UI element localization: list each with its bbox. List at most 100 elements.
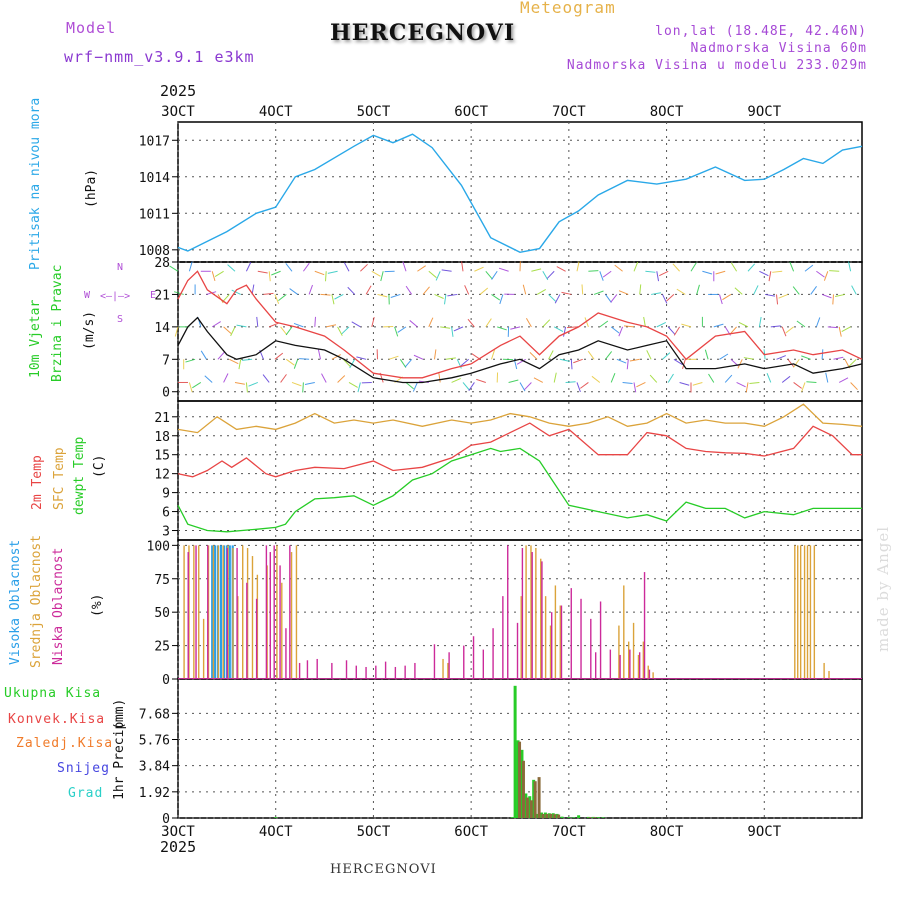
wind-arrow: [827, 326, 838, 329]
wind-arrow: [708, 373, 715, 383]
panel-frame-1: [177, 261, 863, 402]
precip-ylabel: 1hr Precip: [112, 721, 127, 800]
wind-arrow: [838, 326, 842, 337]
day-label-top: 9OCT: [747, 104, 781, 120]
wind-arrow: [702, 270, 713, 275]
wind-arrow: [618, 290, 629, 295]
y-tick-label: 18: [154, 430, 170, 445]
wind-arrow: [263, 292, 274, 295]
total-precip-bar: [601, 817, 605, 818]
wind-arrow: [269, 322, 279, 328]
wind-arrow: [736, 382, 746, 388]
y-tick-label: 1014: [139, 171, 170, 186]
wind-arrow: [662, 352, 671, 360]
wind-arrow: [491, 270, 498, 280]
wind-gust-line: [177, 270, 863, 379]
wind-arrow: [223, 326, 232, 334]
wind-arrow: [581, 284, 584, 295]
wind-arrow: [337, 326, 343, 336]
wind-arrow: [801, 355, 811, 360]
conv-precip-bar: [553, 814, 557, 818]
wind-arrow: [793, 382, 802, 389]
wind-arrow: [605, 351, 613, 360]
cloud-unit: (%): [90, 593, 105, 617]
wind-arrow: [546, 270, 555, 279]
wind-arrow: [588, 270, 599, 272]
wind-arrow: [360, 263, 368, 272]
wind-arrow: [485, 318, 492, 328]
day-label-top: 8OCT: [650, 104, 684, 120]
conv-precip-bar: [521, 760, 525, 818]
wind-arrow: [428, 317, 434, 328]
wind-arrow: [696, 284, 700, 295]
compass-e: E: [150, 290, 157, 301]
wind-arrow: [285, 263, 293, 272]
y-tick-label: 0: [162, 386, 170, 401]
wind-arrow: [753, 285, 759, 295]
wind-arrow: [666, 294, 675, 302]
temp-unit: (C): [92, 454, 107, 478]
wind-arrow: [825, 372, 829, 383]
wind-arrow: [380, 271, 384, 282]
wind-arrow: [645, 270, 656, 273]
wind-arrow: [573, 358, 583, 364]
wind-arrow: [417, 265, 426, 272]
total-precip-bar: [596, 817, 600, 818]
day-label-bottom: 8OCT: [650, 824, 684, 840]
wind-arrow: [649, 374, 658, 383]
altitude-info: Nadmorska Visina 60m: [690, 41, 867, 56]
wind-arrow: [211, 271, 216, 282]
wind-arrow: [519, 382, 526, 392]
y-tick-label: 21: [154, 411, 170, 426]
wind-arrow: [326, 324, 337, 328]
wind-arrow: [365, 285, 372, 295]
wind-arrow: [371, 270, 381, 277]
y-tick-label: 7: [162, 353, 170, 368]
wind-arrow: [587, 350, 595, 360]
total-precip-bar: [577, 815, 581, 818]
conv-precip-bar: [525, 797, 529, 818]
wind-arrow: [833, 356, 844, 360]
lonlat-info: lon,lat (18.48E, 42.46N): [655, 24, 867, 39]
wind-arrow: [749, 381, 760, 385]
wind-arrow: [622, 381, 633, 385]
temp-ylabel: 2m Temp: [30, 455, 45, 510]
wind-arrow: [204, 375, 213, 383]
wind-arrow: [821, 349, 824, 360]
wind-arrow: [413, 354, 424, 360]
wind-arrow: [618, 326, 624, 337]
temp-2m-line: [177, 422, 862, 478]
wind-arrow: [533, 377, 544, 383]
wind-arrow: [656, 322, 667, 328]
wind-arrow: [633, 261, 639, 272]
wind-arrow: [776, 294, 779, 305]
wind-arrow: [293, 322, 304, 328]
total-precip-bar: [567, 817, 571, 818]
wind-arrow: [256, 316, 259, 327]
y-tick-label: 1008: [139, 244, 170, 259]
wind-arrow: [320, 293, 331, 296]
wind-arrow: [371, 317, 375, 327]
conv-precip-bar: [549, 813, 553, 818]
legend-hail: Grad: [68, 786, 104, 801]
model-name: wrf−nmm_v3.9.1 e3km: [64, 48, 255, 66]
wind-arrow: [169, 265, 179, 272]
wind-arrow: [787, 358, 795, 368]
wind-arrow: [453, 326, 464, 332]
day-label-bottom: 9OCT: [747, 824, 781, 840]
wind-arrow: [434, 349, 437, 360]
total-precip-bar: [560, 816, 564, 818]
wind-arrow: [474, 266, 484, 272]
wind-arrow: [781, 375, 791, 383]
wind-arrow: [626, 359, 629, 370]
wind-arrow: [576, 261, 580, 272]
day-label-top: 7OCT: [552, 104, 586, 120]
wind-arrow: [245, 262, 252, 272]
wind-arrow: [327, 270, 338, 274]
wind-arrow: [851, 285, 857, 295]
wind-arrow: [460, 358, 470, 367]
meteogram-label: Meteogram: [520, 0, 616, 17]
conv-precip-bar: [557, 814, 561, 818]
wind-arrow: [801, 382, 806, 393]
wind-arrow: [738, 322, 749, 328]
